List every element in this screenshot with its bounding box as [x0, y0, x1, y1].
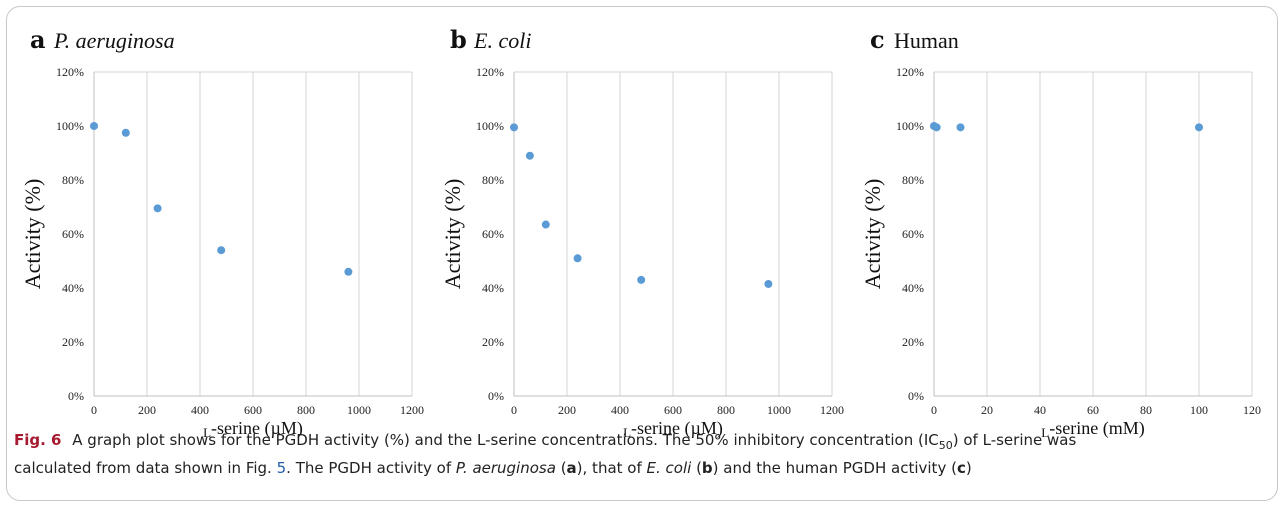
y-tick-label: 20%: [62, 335, 84, 349]
y-tick-label: 80%: [902, 173, 924, 187]
y-tick-label: 120%: [896, 65, 924, 79]
x-axis-label-text: -serine (µM): [631, 418, 723, 439]
panel-letter: c: [870, 25, 885, 54]
caption-text-3: . The PGDH activity of: [286, 459, 456, 477]
data-point: [573, 254, 582, 263]
y-tick-label: 100%: [476, 119, 504, 133]
x-tick-label: 200: [138, 403, 156, 417]
y-tick-label: 20%: [482, 335, 504, 349]
panel-title: Human: [894, 28, 959, 53]
caption-label: Fig. 6: [14, 431, 62, 449]
caption-organism-2: E. coli: [646, 459, 692, 477]
x-tick-label: 120: [1243, 403, 1261, 417]
y-tick-label: 0%: [908, 389, 924, 403]
panel-c: c Human 0 20 40 60 80 100 120 0% 20% 40% 60% 80% 100% 1…: [860, 10, 1280, 440]
y-axis-label: Activity (%): [440, 179, 465, 290]
chart-b-svg: b E. coli 0 200 400 600 800 1000 1200 0% 20% 40% 60%…: [440, 25, 844, 440]
y-tick-label: 40%: [62, 281, 84, 295]
data-point: [217, 246, 226, 255]
x-tick-label: 40: [1034, 403, 1046, 417]
data-point: [932, 123, 941, 132]
data-point: [525, 151, 534, 160]
data-point: [344, 267, 353, 276]
data-point: [1195, 123, 1203, 132]
x-tick-label: 1000: [767, 403, 791, 417]
caption-panel-a-ref: a: [566, 459, 577, 477]
y-tick-label: 120%: [56, 65, 84, 79]
caption-paren: ): [965, 459, 972, 477]
x-tick-label: 600: [664, 403, 682, 417]
y-tick-label: 0%: [68, 389, 84, 403]
x-tick-label: 20: [981, 403, 993, 417]
x-tick-label: 1000: [347, 403, 371, 417]
panel-b: b E. coli 0 200 400 600 800 1000 1200 0% 20% 40% 60%…: [440, 10, 860, 440]
x-axis-label-text: -serine (µM): [211, 418, 303, 439]
y-tick-label: 20%: [902, 335, 924, 349]
figure-caption: Fig. 6 A graph plot shows for the PGDH a…: [14, 429, 1270, 479]
data-point: [541, 220, 550, 229]
x-axis-label: L-serine (µM): [203, 418, 303, 440]
data-point: [510, 123, 518, 132]
x-tick-label: 0: [931, 403, 937, 417]
data-point: [90, 122, 98, 130]
chart-a-svg: a P. aeruginosa 0 200 400 600 800 1000 1200 0% 20%…: [20, 25, 424, 440]
x-axis-label-prefix: L: [623, 425, 631, 440]
data-point: [153, 204, 162, 213]
x-tick-label: 60: [1087, 403, 1099, 417]
y-tick-label: 120%: [476, 65, 504, 79]
y-axis-label: Activity (%): [860, 179, 885, 290]
caption-text-1: A graph plot shows for the PGDH activity…: [72, 431, 939, 449]
x-tick-label: 600: [244, 403, 262, 417]
x-tick-label: 1200: [820, 403, 844, 417]
y-tick-label: 60%: [482, 227, 504, 241]
y-tick-label: 60%: [902, 227, 924, 241]
x-tick-label: 100: [1190, 403, 1208, 417]
x-axis-label: L-serine (mM): [1041, 418, 1144, 440]
y-tick-label: 100%: [896, 119, 924, 133]
caption-text-1b: ) of L-serine was: [952, 431, 1077, 449]
caption-text-5: ) and the human PGDH activity (: [712, 459, 957, 477]
x-tick-label: 400: [191, 403, 209, 417]
x-axis-label-prefix: L: [203, 425, 211, 440]
panel-title: E. coli: [473, 28, 531, 53]
x-axis-label-prefix: L: [1041, 425, 1049, 440]
chart-c-svg: c Human 0 20 40 60 80 100 120 0% 20% 40% 60% 80% 100% 1…: [860, 25, 1261, 440]
caption-paren: (: [555, 459, 567, 477]
caption-paren: (: [691, 459, 702, 477]
y-tick-label: 40%: [482, 281, 504, 295]
y-tick-label: 60%: [62, 227, 84, 241]
caption-text-2: calculated from data shown in Fig.: [14, 459, 277, 477]
y-tick-label: 80%: [62, 173, 84, 187]
caption-sub: 50: [938, 439, 953, 452]
panel-a: a P. aeruginosa 0 200 400 600 800 1000 1200 0% 20%…: [20, 10, 440, 440]
data-point: [637, 275, 646, 284]
data-point: [956, 123, 965, 132]
y-axis-label: Activity (%): [20, 179, 45, 290]
x-tick-label: 400: [611, 403, 629, 417]
x-tick-label: 80: [1140, 403, 1152, 417]
panel-title: P. aeruginosa: [53, 28, 175, 53]
y-tick-label: 40%: [902, 281, 924, 295]
x-axis-label: L-serine (µM): [623, 418, 723, 440]
x-axis-label-text: -serine (mM): [1049, 418, 1144, 439]
panel-letter: b: [450, 25, 467, 54]
x-tick-label: 800: [297, 403, 315, 417]
caption-organism-1: P. aeruginosa: [455, 459, 556, 477]
panel-letter: a: [30, 25, 46, 54]
caption-panel-c-ref: c: [956, 459, 966, 477]
data-point: [121, 128, 130, 137]
data-point: [764, 279, 773, 288]
y-tick-label: 0%: [488, 389, 504, 403]
caption-text-4: ), that of: [576, 459, 647, 477]
y-tick-label: 100%: [56, 119, 84, 133]
caption-panel-b-ref: b: [701, 459, 713, 477]
x-tick-label: 1200: [400, 403, 424, 417]
figure-frame: [6, 6, 1278, 501]
x-tick-label: 800: [717, 403, 735, 417]
x-tick-label: 0: [511, 403, 517, 417]
x-tick-label: 0: [91, 403, 97, 417]
fig-5-link[interactable]: 5: [276, 459, 287, 477]
x-tick-label: 200: [558, 403, 576, 417]
y-tick-label: 80%: [482, 173, 504, 187]
